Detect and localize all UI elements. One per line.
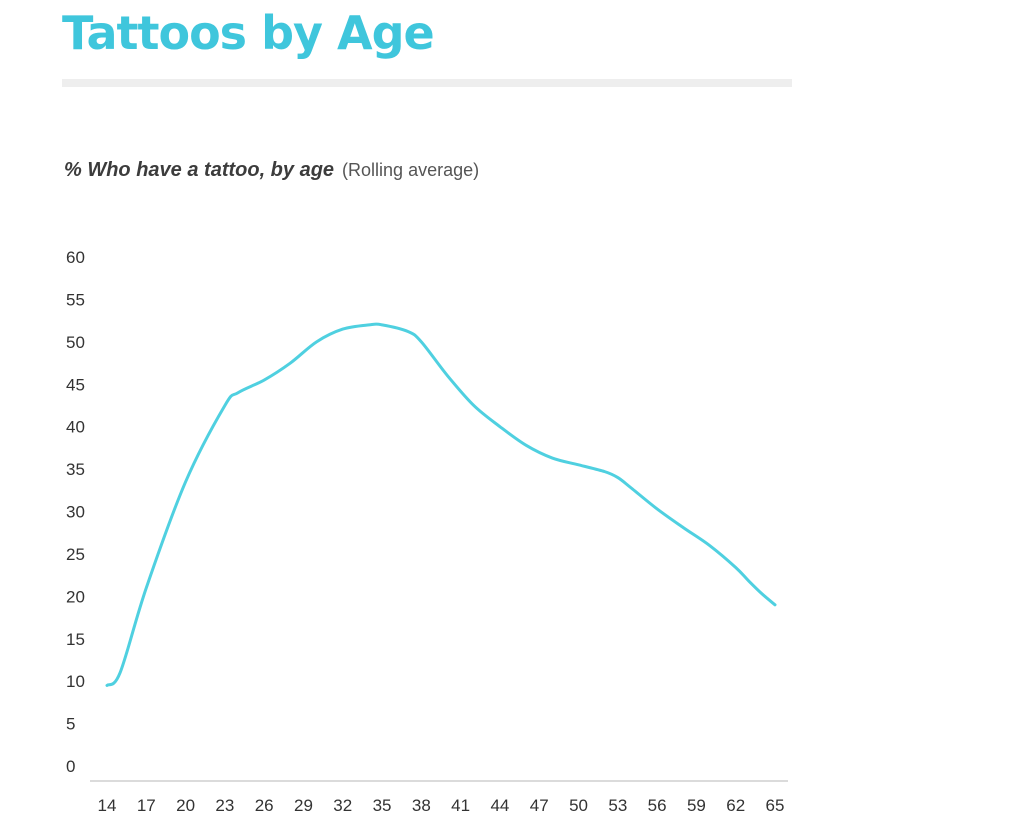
- x-tick-label: 59: [687, 796, 706, 815]
- y-axis-ticks: 0 5 10 15 20 25 30 35 40 45 50 55 60: [66, 248, 85, 776]
- y-tick-label: 15: [66, 630, 85, 649]
- x-tick-label: 41: [451, 796, 470, 815]
- x-tick-label: 17: [137, 796, 156, 815]
- y-tick-label: 45: [66, 375, 85, 394]
- x-tick-label: 20: [176, 796, 195, 815]
- y-tick-label: 5: [66, 715, 75, 734]
- chart-subtitle-note: (Rolling average): [342, 160, 480, 180]
- page-title: Tattoos by Age: [62, 6, 435, 60]
- y-tick-label: 20: [66, 587, 85, 606]
- x-tick-label: 14: [98, 796, 117, 815]
- y-tick-label: 55: [66, 290, 85, 309]
- x-tick-label: 35: [373, 796, 392, 815]
- title-divider: [62, 79, 792, 87]
- x-tick-label: 44: [490, 796, 509, 815]
- chart-subtitle: % Who have a tattoo, by age (Rolling aver…: [64, 156, 479, 184]
- x-tick-label: 53: [608, 796, 627, 815]
- x-tick-label: 38: [412, 796, 431, 815]
- x-tick-label: 32: [333, 796, 352, 815]
- x-tick-label: 56: [648, 796, 667, 815]
- x-axis-ticks: 14 17 20 23 26 29 32 35 38 41 44 47 50 53 56 59 62 65: [98, 796, 785, 815]
- x-tick-label: 26: [255, 796, 274, 815]
- y-tick-label: 10: [66, 672, 85, 691]
- y-tick-label: 60: [66, 248, 85, 267]
- x-tick-label: 50: [569, 796, 588, 815]
- x-tick-label: 29: [294, 796, 313, 815]
- chart-subtitle-main: % Who have a tattoo, by age: [64, 159, 335, 181]
- y-tick-label: 25: [66, 545, 85, 564]
- y-tick-label: 40: [66, 418, 85, 437]
- series-line-tattoo-percentage: [105, 322, 777, 687]
- y-tick-label: 0: [66, 757, 75, 776]
- y-tick-label: 35: [66, 460, 85, 479]
- y-tick-label: 50: [66, 333, 85, 352]
- x-tick-label: 62: [726, 796, 745, 815]
- x-tick-label: 65: [766, 796, 785, 815]
- x-tick-label: 23: [215, 796, 234, 815]
- y-tick-label: 30: [66, 503, 85, 522]
- x-tick-label: 47: [530, 796, 549, 815]
